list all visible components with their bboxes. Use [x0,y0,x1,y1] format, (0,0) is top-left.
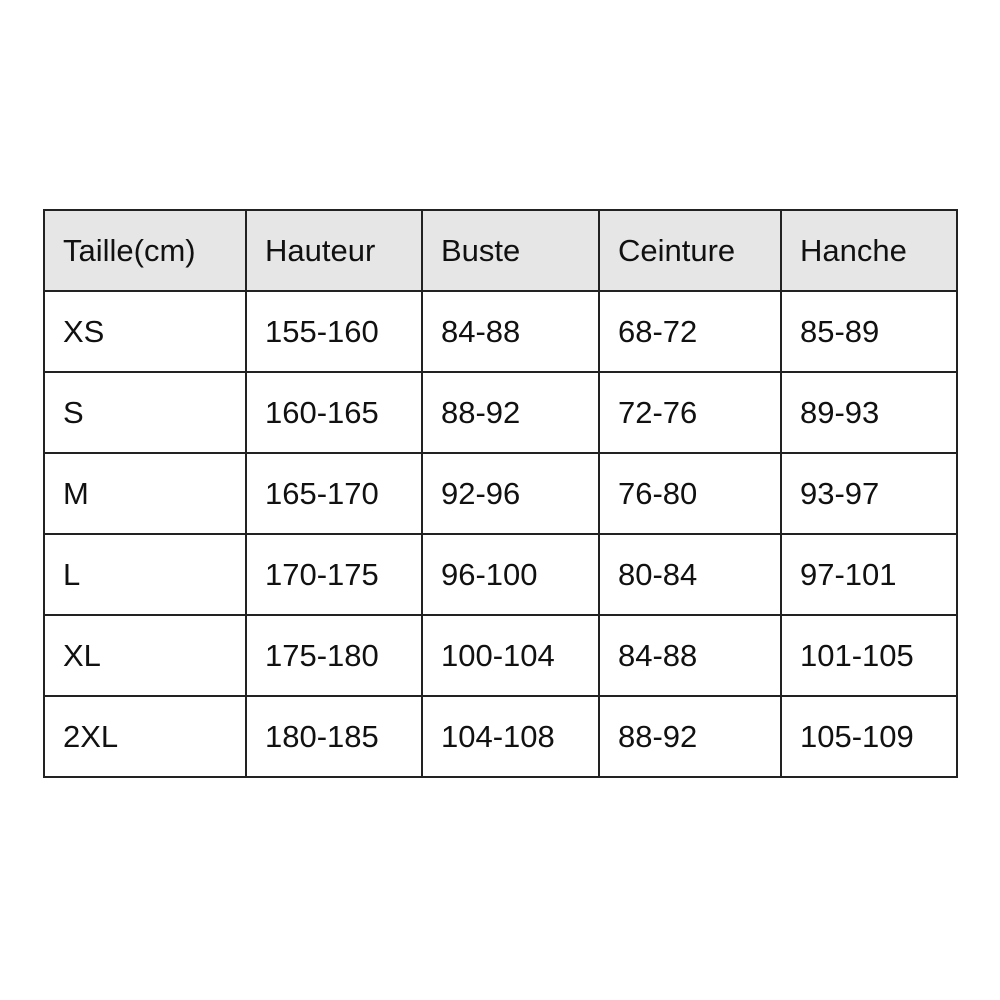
cell-height: 180-185 [245,695,423,778]
cell-hip: 89-93 [780,371,958,454]
cell-hip: 105-109 [780,695,958,778]
cell-height: 155-160 [245,290,423,373]
cell-bust: 88-92 [421,371,600,454]
cell-height: 175-180 [245,614,423,697]
table-row: M 165-170 92-96 76-80 93-97 [43,452,958,535]
cell-size: 2XL [43,695,247,778]
cell-waist: 76-80 [598,452,782,535]
cell-bust: 92-96 [421,452,600,535]
cell-waist: 84-88 [598,614,782,697]
cell-size: M [43,452,247,535]
cell-size: XL [43,614,247,697]
cell-size: XS [43,290,247,373]
header-waist: Ceinture [598,209,782,292]
table-row: L 170-175 96-100 80-84 97-101 [43,533,958,616]
table-row: S 160-165 88-92 72-76 89-93 [43,371,958,454]
cell-hip: 101-105 [780,614,958,697]
header-row: Taille(cm) Hauteur Buste Ceinture Hanche [43,209,958,292]
header-height: Hauteur [245,209,423,292]
cell-height: 170-175 [245,533,423,616]
cell-bust: 84-88 [421,290,600,373]
table-row: 2XL 180-185 104-108 88-92 105-109 [43,695,958,778]
cell-waist: 68-72 [598,290,782,373]
cell-waist: 80-84 [598,533,782,616]
cell-waist: 88-92 [598,695,782,778]
cell-hip: 97-101 [780,533,958,616]
table-row: XS 155-160 84-88 68-72 85-89 [43,290,958,373]
cell-size: S [43,371,247,454]
cell-waist: 72-76 [598,371,782,454]
header-size: Taille(cm) [43,209,247,292]
cell-bust: 96-100 [421,533,600,616]
cell-bust: 100-104 [421,614,600,697]
header-hip: Hanche [780,209,958,292]
cell-hip: 93-97 [780,452,958,535]
header-bust: Buste [421,209,600,292]
cell-size: L [43,533,247,616]
cell-bust: 104-108 [421,695,600,778]
size-chart-table: Taille(cm) Hauteur Buste Ceinture Hanche… [43,209,958,778]
cell-hip: 85-89 [780,290,958,373]
cell-height: 165-170 [245,452,423,535]
table-row: XL 175-180 100-104 84-88 101-105 [43,614,958,697]
cell-height: 160-165 [245,371,423,454]
